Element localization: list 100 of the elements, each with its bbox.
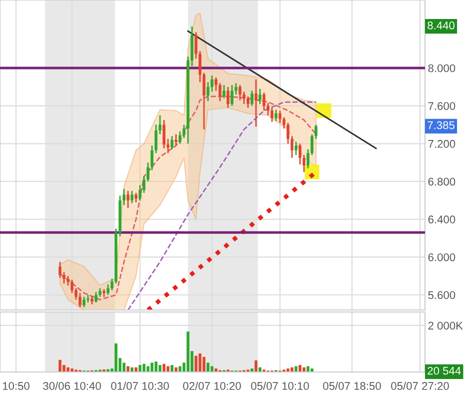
candlestick: [238, 84, 242, 101]
text: 8.440: [428, 21, 454, 30]
bar: [306, 366, 310, 372]
text: 7.385: [428, 121, 454, 130]
bar: [146, 366, 150, 372]
bar: [202, 356, 206, 372]
candlestick: [218, 82, 222, 102]
candlestick: [74, 288, 78, 300]
candlestick: [226, 86, 230, 108]
candlestick: [270, 107, 274, 123]
candlestick: [214, 76, 218, 92]
candlestick: [126, 190, 130, 209]
bar: [58, 360, 62, 372]
candlestick: [198, 50, 202, 83]
x-tick-label: 05/07 18:50: [323, 382, 381, 390]
bar: [214, 368, 218, 372]
x-tick-label: 05/07 27:20: [391, 382, 449, 390]
bar: [134, 367, 138, 372]
candlestick: [230, 84, 234, 107]
y-tick-label: 6.800: [428, 178, 456, 186]
candlestick: [106, 284, 110, 296]
bar: [158, 365, 162, 372]
bar: [106, 369, 110, 372]
bar: [186, 332, 190, 372]
bar: [290, 367, 294, 372]
candlestick: [82, 296, 86, 308]
candlestick: [206, 82, 210, 102]
candlestick: [162, 119, 166, 150]
bar: [126, 366, 130, 372]
candlestick: [286, 122, 290, 144]
bar: [302, 367, 306, 372]
candlestick: [134, 192, 138, 203]
y-tick-label: 6.000: [428, 253, 456, 262]
y-tick-label: 2 000K: [428, 322, 463, 330]
x-tick-label: 10:50: [2, 382, 30, 390]
candlestick: [298, 142, 302, 166]
bar: [114, 343, 118, 372]
candlestick: [282, 116, 286, 130]
bar: [298, 365, 302, 372]
candlestick: [122, 188, 126, 206]
bar: [254, 360, 258, 372]
candlestick: [110, 278, 114, 291]
bar: [166, 366, 170, 372]
candlestick: [310, 134, 314, 156]
x-tick-label: 02/07 10:20: [183, 382, 241, 390]
candlestick: [70, 279, 74, 294]
bar: [210, 366, 214, 372]
candlestick: [246, 96, 250, 108]
x-tick-label: 05/07 10:10: [251, 382, 309, 390]
bar: [150, 362, 154, 372]
candlestick: [202, 72, 206, 130]
y-tick-label: 8.000: [428, 64, 456, 72]
candlestick: [250, 90, 254, 107]
bar: [130, 367, 134, 372]
candlestick: [258, 88, 262, 105]
bar: [250, 368, 254, 372]
x-tick-label: 01/07 10:30: [111, 382, 169, 390]
candlestick: [290, 135, 294, 159]
candlestick: [142, 175, 146, 194]
x-tick-label: 30/06 10:40: [43, 382, 101, 390]
candlestick: [194, 31, 198, 60]
candlestick: [78, 292, 82, 308]
candlestick: [210, 74, 214, 92]
candlestick: [234, 82, 238, 96]
y-tick-label: 6.400: [428, 216, 456, 224]
candlestick: [58, 261, 62, 279]
bar: [66, 367, 70, 372]
bar: [70, 368, 74, 372]
bar: [194, 356, 198, 372]
bar: [198, 353, 202, 372]
y-tick-label: 7.200: [428, 140, 456, 148]
bar: [170, 365, 174, 372]
candlestick: [66, 275, 70, 286]
bar: [178, 366, 182, 372]
candlestick: [62, 272, 66, 284]
candlestick: [222, 84, 226, 99]
candlestick: [158, 114, 162, 135]
candlestick: [306, 148, 310, 169]
candlestick: [254, 78, 258, 128]
candlestick: [130, 190, 134, 204]
candlestick: [314, 124, 318, 140]
candlestick: [278, 110, 282, 124]
bar: [310, 368, 314, 372]
candlestick: [166, 138, 170, 154]
candlestick: [178, 130, 182, 144]
candlestick: [170, 135, 174, 150]
bar: [138, 365, 142, 372]
bar: [258, 367, 262, 372]
bar: [162, 364, 166, 372]
candlestick: [302, 154, 306, 173]
candlestick: [182, 124, 186, 139]
candlestick: [138, 184, 142, 202]
candlestick: [174, 134, 178, 146]
candlestick: [266, 102, 270, 116]
bar: [286, 368, 290, 372]
bar: [154, 362, 158, 372]
candlestick: [274, 108, 278, 122]
bar: [142, 364, 146, 372]
y-tick-label: 5.600: [428, 291, 456, 300]
y-tick-label: 7.600: [428, 102, 456, 110]
